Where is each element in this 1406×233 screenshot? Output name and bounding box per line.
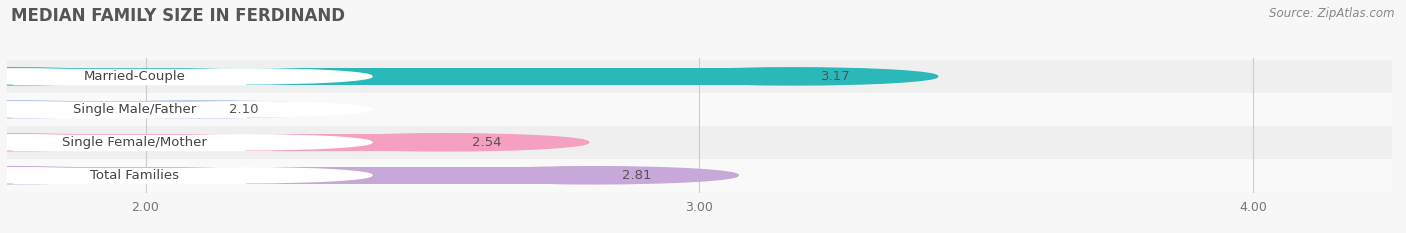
- Circle shape: [650, 68, 938, 85]
- Circle shape: [0, 167, 150, 184]
- Text: Married-Couple: Married-Couple: [83, 70, 186, 83]
- Circle shape: [0, 69, 139, 84]
- Bar: [7, 167, 595, 184]
- Circle shape: [0, 134, 150, 151]
- Text: Source: ZipAtlas.com: Source: ZipAtlas.com: [1270, 7, 1395, 20]
- Bar: [7, 126, 1392, 159]
- Circle shape: [0, 68, 150, 85]
- Text: 2.54: 2.54: [472, 136, 502, 149]
- Circle shape: [56, 101, 344, 118]
- Circle shape: [0, 135, 139, 150]
- Bar: [13, 135, 245, 150]
- Circle shape: [0, 168, 139, 183]
- Text: 2.81: 2.81: [621, 169, 651, 182]
- Bar: [7, 134, 444, 151]
- Bar: [7, 68, 793, 85]
- Circle shape: [301, 134, 589, 151]
- Bar: [13, 168, 245, 183]
- Circle shape: [118, 69, 373, 84]
- Bar: [13, 102, 245, 117]
- Circle shape: [0, 102, 139, 117]
- Bar: [13, 69, 245, 84]
- Circle shape: [0, 101, 150, 118]
- Text: MEDIAN FAMILY SIZE IN FERDINAND: MEDIAN FAMILY SIZE IN FERDINAND: [11, 7, 346, 25]
- Bar: [7, 93, 1392, 126]
- Text: Single Male/Father: Single Male/Father: [73, 103, 195, 116]
- Bar: [7, 159, 1392, 192]
- Circle shape: [118, 102, 373, 117]
- Text: Single Female/Mother: Single Female/Mother: [62, 136, 207, 149]
- Circle shape: [118, 168, 373, 183]
- Text: Total Families: Total Families: [90, 169, 179, 182]
- Text: 3.17: 3.17: [821, 70, 851, 83]
- Circle shape: [118, 135, 373, 150]
- Circle shape: [450, 167, 738, 184]
- Bar: [7, 101, 201, 118]
- Text: 2.10: 2.10: [229, 103, 259, 116]
- Bar: [7, 60, 1392, 93]
